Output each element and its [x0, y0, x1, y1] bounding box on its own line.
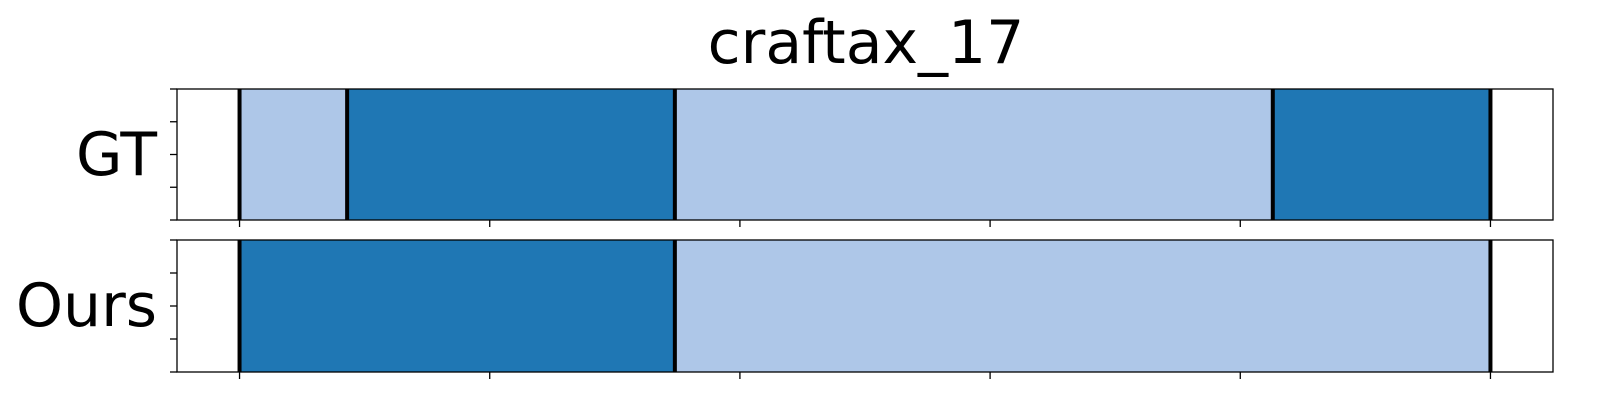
- segment-gt-1: [239, 89, 348, 220]
- segment-gt-4: [1272, 89, 1491, 220]
- row-label-ours: Ours: [16, 271, 157, 341]
- panel-ours: Ours: [16, 239, 1554, 379]
- row-label-gt: GT: [76, 120, 157, 190]
- segment-ours-1: [239, 240, 675, 372]
- panel-gt: GT: [76, 88, 1554, 227]
- segment-gt-3: [674, 89, 1273, 220]
- segment-ours-2: [674, 240, 1491, 372]
- segment-gt-2: [347, 89, 675, 220]
- chart-title: craftax_17: [708, 8, 1025, 78]
